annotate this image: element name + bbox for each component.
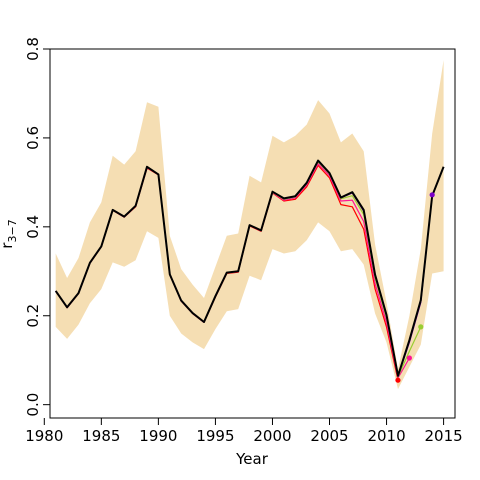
y-axis: 0.0 0.2 0.4 0.6 0.8 xyxy=(24,37,50,417)
y-axis-title: r3−7 xyxy=(0,219,19,248)
x-tick-label: 1985 xyxy=(82,427,120,445)
y-tick-label: 0.4 xyxy=(24,215,42,239)
y-tick-label: 0.8 xyxy=(24,37,42,61)
endpoint-layer xyxy=(395,192,435,383)
x-tick-label: 2015 xyxy=(424,427,462,445)
series-line-5 xyxy=(54,159,445,377)
x-tick-label: 2005 xyxy=(310,427,348,445)
x-tick-label: 1980 xyxy=(25,427,63,445)
x-tick-label: 1995 xyxy=(196,427,234,445)
series-layer xyxy=(54,159,445,381)
series-endpoint-3 xyxy=(418,324,424,330)
series-endpoint-2 xyxy=(406,355,412,361)
series-endpoint-4 xyxy=(429,192,435,198)
x-tick-label: 1990 xyxy=(139,427,177,445)
y-tick-label: 0.6 xyxy=(24,126,42,150)
x-axis: 1980 1985 1990 1995 2000 2005 2010 2015 xyxy=(25,418,463,445)
y-tick-label: 0.2 xyxy=(24,304,42,328)
x-axis-title: Year xyxy=(235,450,269,468)
x-tick-label: 2000 xyxy=(253,427,291,445)
series-endpoint-1 xyxy=(395,377,401,383)
y-tick-label: 0.0 xyxy=(24,393,42,417)
y-axis-title-subscript: 3−7 xyxy=(6,219,19,242)
y-axis-title-main: r xyxy=(0,242,16,249)
x-tick-label: 2010 xyxy=(367,427,405,445)
plot-frame xyxy=(49,48,456,419)
